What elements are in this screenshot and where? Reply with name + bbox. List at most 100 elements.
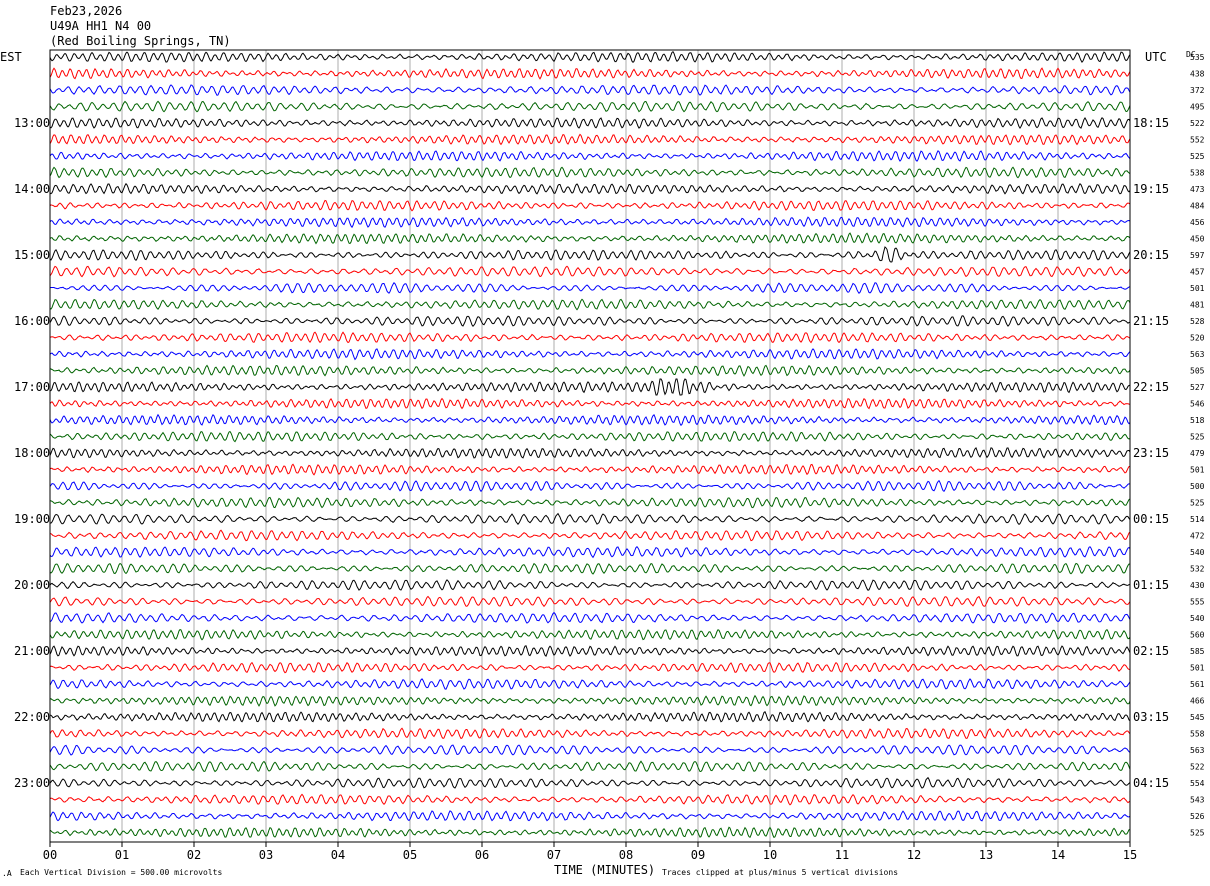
left-hour-label: 21:00 xyxy=(14,644,50,658)
clip-note: Traces clipped at plus/minus 5 vertical … xyxy=(662,868,898,877)
dc-value: 525 xyxy=(1190,829,1205,838)
dc-value: 555 xyxy=(1190,598,1205,607)
dc-value: 450 xyxy=(1190,235,1205,244)
dc-value: 484 xyxy=(1190,202,1205,211)
x-tick-label: 04 xyxy=(331,848,345,862)
trace-line xyxy=(49,479,1131,493)
dc-value: 538 xyxy=(1190,169,1205,178)
dc-value: 479 xyxy=(1190,449,1205,458)
dc-value: 466 xyxy=(1190,697,1205,706)
right-hour-label: 18:15 xyxy=(1133,116,1169,130)
dc-value: 526 xyxy=(1190,812,1205,821)
dc-value: 481 xyxy=(1190,301,1205,310)
right-hour-label: 22:15 xyxy=(1133,380,1169,394)
dc-value: 505 xyxy=(1190,367,1205,376)
left-hour-label: 14:00 xyxy=(14,182,50,196)
trace-line xyxy=(49,199,1131,212)
x-tick-label: 08 xyxy=(619,848,633,862)
trace-line xyxy=(49,661,1130,674)
dc-value: 545 xyxy=(1190,713,1205,722)
trace-line xyxy=(49,133,1131,146)
x-tick-label: 00 xyxy=(43,848,57,862)
trace-line xyxy=(49,645,1131,657)
x-tick-label: 07 xyxy=(547,848,561,862)
right-hour-label: 21:15 xyxy=(1133,314,1169,328)
trace-line xyxy=(49,694,1131,707)
dc-value: 528 xyxy=(1190,317,1205,326)
dc-value: 473 xyxy=(1190,185,1205,194)
trace-line xyxy=(49,413,1131,427)
dc-value: 501 xyxy=(1190,466,1205,475)
dc-value: 514 xyxy=(1190,515,1205,524)
dc-value: 558 xyxy=(1190,730,1205,739)
x-tick-label: 03 xyxy=(259,848,273,862)
x-tick-label: 13 xyxy=(979,848,993,862)
trace-line xyxy=(49,100,1131,113)
dc-value: 543 xyxy=(1190,796,1205,805)
dc-value: 554 xyxy=(1190,779,1205,788)
right-timezone-label: UTC xyxy=(1145,50,1167,64)
right-hour-labels: 18:15 19:15 20:15 21:15 22:15 23:15 00:15 01:15… xyxy=(1133,116,1169,790)
trace-line xyxy=(49,579,1130,591)
trace-line xyxy=(49,744,1131,756)
header: Feb23,2026 U49A HH1 N4 00 (Red Boiling S… xyxy=(50,4,231,48)
trace-line xyxy=(49,760,1131,773)
x-axis-ticks: 00 01 02 03 04 05 06 07 08 09 10 11 12 13 14 15 xyxy=(43,842,1137,862)
dc-value: 525 xyxy=(1190,499,1205,508)
left-timezone-label: EST xyxy=(0,50,22,64)
trace-line xyxy=(49,331,1131,344)
dc-values: 535 438 372 495 522 552 525 538 473 484 456 450 597 4… xyxy=(1190,53,1205,838)
trace-line xyxy=(49,50,1131,64)
trace-line xyxy=(49,628,1131,641)
minute-gridlines xyxy=(121,50,1059,842)
station-label: U49A HH1 N4 00 xyxy=(50,19,151,33)
trace-line xyxy=(49,826,1131,839)
left-hour-labels: 13:00 14:00 15:00 16:00 17:00 18:00 19:00 20:00… xyxy=(14,116,50,790)
trace-line xyxy=(49,727,1131,740)
dc-value: 438 xyxy=(1190,70,1205,79)
right-hour-label: 02:15 xyxy=(1133,644,1169,658)
left-hour-label: 16:00 xyxy=(14,314,50,328)
trace-line xyxy=(49,182,1131,195)
x-tick-label: 02 xyxy=(187,848,201,862)
trace-line xyxy=(49,348,1131,361)
trace-line xyxy=(49,265,1131,278)
trace-line xyxy=(49,166,1131,179)
trace-line xyxy=(49,562,1131,575)
trace-line xyxy=(49,678,1131,690)
date-label: Feb23,2026 xyxy=(50,4,122,18)
trace-line xyxy=(49,496,1131,509)
dc-value: 597 xyxy=(1190,251,1205,260)
dc-value: 372 xyxy=(1190,86,1205,95)
trace-line xyxy=(49,84,1131,96)
dc-value: 563 xyxy=(1190,746,1205,755)
dc-value: 522 xyxy=(1190,763,1205,772)
dc-value: 532 xyxy=(1190,565,1205,574)
left-hour-label: 18:00 xyxy=(14,446,50,460)
trace-line xyxy=(49,595,1131,608)
dc-value: 500 xyxy=(1190,482,1205,491)
dc-value: 546 xyxy=(1190,400,1205,409)
x-tick-label: 12 xyxy=(907,848,921,862)
x-tick-label: 05 xyxy=(403,848,417,862)
left-hour-label: 15:00 xyxy=(14,248,50,262)
x-tick-label: 10 xyxy=(763,848,777,862)
dc-value: 561 xyxy=(1190,680,1205,689)
dc-value: 585 xyxy=(1190,647,1205,656)
trace-line xyxy=(49,711,1131,723)
left-hour-label: 13:00 xyxy=(14,116,50,130)
right-hour-label: 01:15 xyxy=(1133,578,1169,592)
plot-frame xyxy=(49,49,1131,843)
dc-value: 430 xyxy=(1190,581,1205,590)
dc-value: 525 xyxy=(1190,433,1205,442)
trace-line xyxy=(49,397,1131,410)
dc-value: 501 xyxy=(1190,284,1205,293)
x-tick-label: 06 xyxy=(475,848,489,862)
trace-line xyxy=(49,447,1131,459)
dc-value: 552 xyxy=(1190,136,1205,145)
dc-value: 563 xyxy=(1190,350,1205,359)
left-hour-label: 22:00 xyxy=(14,710,50,724)
trace-line xyxy=(49,545,1131,559)
x-axis-title: TIME (MINUTES) xyxy=(554,863,655,877)
trace-line xyxy=(49,793,1131,806)
